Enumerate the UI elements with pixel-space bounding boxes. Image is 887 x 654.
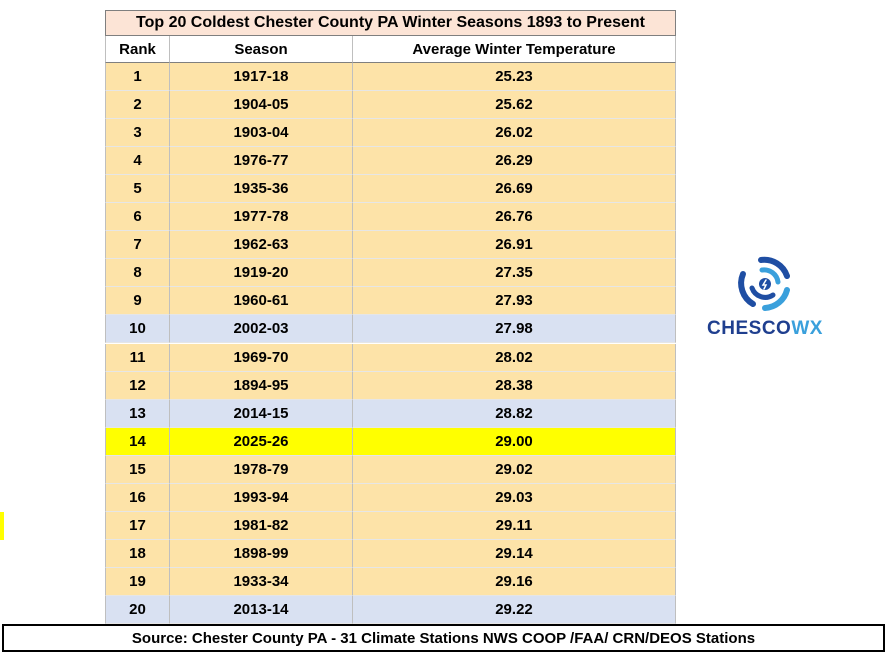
- table-cell: 2014-15: [170, 399, 353, 428]
- table-cell: 10: [105, 315, 170, 344]
- table-cell: 28.82: [353, 399, 676, 428]
- table-cell: 1919-20: [170, 259, 353, 288]
- logo-icon: [738, 256, 790, 311]
- table-cell: 29.11: [353, 511, 676, 540]
- table-cell: 29.00: [353, 427, 676, 456]
- table-cell: 9: [105, 287, 170, 316]
- table-cell: 1898-99: [170, 539, 353, 568]
- table-cell: 27.93: [353, 287, 676, 316]
- table-cell: 1917-18: [170, 63, 353, 92]
- table-cell: 29.22: [353, 595, 676, 624]
- table-cell: 2: [105, 91, 170, 120]
- source-note: Source: Chester County PA - 31 Climate S…: [2, 624, 885, 652]
- table-cell: 18: [105, 539, 170, 568]
- logo-text-part: WX: [791, 318, 823, 339]
- table-cell: 25.23: [353, 63, 676, 92]
- table-cell: 28.38: [353, 371, 676, 400]
- table-cell: 1962-63: [170, 231, 353, 260]
- highlight-marker: [0, 512, 4, 540]
- table-cell: 26.91: [353, 231, 676, 260]
- table-cell: 1935-36: [170, 175, 353, 204]
- table-cell: 12: [105, 371, 170, 400]
- table-cell: 26.29: [353, 147, 676, 176]
- table-cell: 16: [105, 483, 170, 512]
- table-cell: 29.14: [353, 539, 676, 568]
- column-header: Season: [170, 36, 353, 63]
- table-cell: 20: [105, 595, 170, 624]
- table-cell: 2025-26: [170, 427, 353, 456]
- table-cell: 1904-05: [170, 91, 353, 120]
- table-cell: 13: [105, 399, 170, 428]
- table-cell: 25.62: [353, 91, 676, 120]
- table-cell: 29.16: [353, 567, 676, 596]
- table-cell: 1960-61: [170, 287, 353, 316]
- table-cell: 19: [105, 567, 170, 596]
- column-header: Rank: [105, 36, 170, 63]
- table-title: Top 20 Coldest Chester County PA Winter …: [105, 10, 676, 36]
- table-cell: 1: [105, 63, 170, 92]
- table-cell: 11: [105, 343, 170, 372]
- table-cell: 27.35: [353, 259, 676, 288]
- table-cell: 1978-79: [170, 455, 353, 484]
- table-cell: 14: [105, 427, 170, 456]
- table-cell: 2002-03: [170, 315, 353, 344]
- table-cell: 1933-34: [170, 567, 353, 596]
- table-cell: 26.69: [353, 175, 676, 204]
- table-cell: 1976-77: [170, 147, 353, 176]
- logo: CHESCOWX: [700, 248, 830, 348]
- table-cell: 27.98: [353, 315, 676, 344]
- table-cell: 29.03: [353, 483, 676, 512]
- table-cell: 1977-78: [170, 203, 353, 232]
- table-cell: 6: [105, 203, 170, 232]
- table-cell: 8: [105, 259, 170, 288]
- table: Top 20 Coldest Chester County PA Winter …: [105, 10, 676, 624]
- table-cell: 15: [105, 455, 170, 484]
- table-cell: 1993-94: [170, 483, 353, 512]
- table-cell: 1903-04: [170, 119, 353, 148]
- table-cell: 1969-70: [170, 343, 353, 372]
- table-cell: 5: [105, 175, 170, 204]
- logo-text: CHESCOWX: [700, 318, 830, 340]
- table-cell: 17: [105, 511, 170, 540]
- table-cell: 2013-14: [170, 595, 353, 624]
- table-cell: 4: [105, 147, 170, 176]
- table-cell: 7: [105, 231, 170, 260]
- table-cell: 3: [105, 119, 170, 148]
- table-cell: 1894-95: [170, 371, 353, 400]
- column-header: Average Winter Temperature: [353, 36, 676, 63]
- table-cell: 28.02: [353, 343, 676, 372]
- table-cell: 1981-82: [170, 511, 353, 540]
- logo-text-part: CHESCO: [707, 318, 792, 339]
- table-cell: 26.76: [353, 203, 676, 232]
- table-cell: 29.02: [353, 455, 676, 484]
- table-cell: 26.02: [353, 119, 676, 148]
